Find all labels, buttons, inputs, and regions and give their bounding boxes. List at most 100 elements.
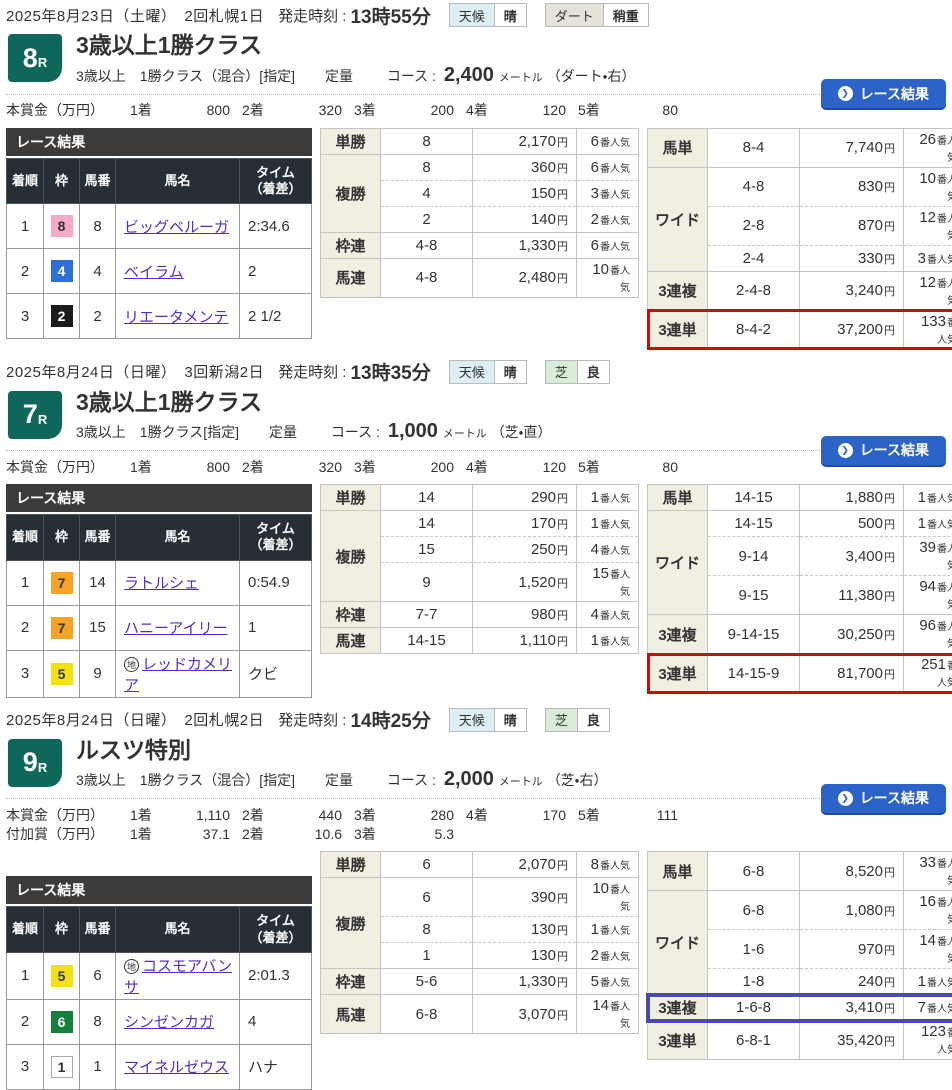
popularity-value: 96 — [919, 617, 936, 634]
payout-type: 単勝 — [321, 485, 381, 511]
frame-cell: 8 — [44, 204, 80, 249]
rank-cell: 2 — [7, 249, 44, 294]
payout-popularity: 6番人気 — [577, 232, 639, 258]
weight-rule: 定量 — [325, 772, 353, 788]
horse-name-link[interactable]: リエータメンテ — [124, 309, 229, 326]
race-number: 8 — [23, 45, 38, 72]
course-detail: （芝・直） — [491, 424, 552, 440]
popularity-value: 5 — [591, 973, 599, 990]
popularity-suffix: 番人気 — [600, 190, 630, 201]
popularity-suffix: 番人気 — [600, 242, 630, 253]
yen-suffix: 円 — [884, 182, 895, 194]
prize-value: 5.3 — [396, 826, 454, 842]
popularity-value: 1 — [918, 489, 926, 506]
horse-name-link[interactable]: ビッグベルーガ — [124, 219, 229, 236]
race-result-button[interactable]: ❯ レース結果 — [821, 436, 946, 467]
payout-amount-value: 240 — [858, 973, 883, 990]
weather-value: 晴 — [495, 709, 526, 731]
payout-popularity: 10番人気 — [904, 167, 952, 206]
horse-name-link[interactable]: ラトルシェ — [124, 575, 199, 592]
horse-name-link[interactable]: ハニーアイリー — [124, 620, 228, 637]
prize-label: 本賞金（万円） — [6, 805, 118, 825]
yen-suffix: 円 — [557, 215, 568, 227]
frame-cell: 6 — [44, 999, 80, 1044]
course-detail: （芝・右） — [547, 772, 608, 788]
payout-popularity: 33番人気 — [904, 852, 952, 891]
prize-value: 320 — [284, 459, 342, 475]
course-distance: 1,000 — [388, 420, 438, 442]
prize-place: 3着 — [354, 824, 396, 844]
prize-value: 1,110 — [172, 807, 230, 823]
yen-suffix: 円 — [884, 977, 895, 989]
prize-value: 800 — [172, 459, 230, 475]
popularity-suffix: 番人気 — [927, 494, 952, 505]
surface-condition: 良 — [578, 709, 609, 731]
col-time-label-2: （着差） — [249, 930, 301, 945]
race-head: 8 R 3歳以上1勝クラス 3歳以上 1勝クラス（混合）[指定] 定量 コース … — [6, 32, 948, 87]
frame-cell: 4 — [44, 249, 80, 294]
popularity-suffix: 番人気 — [937, 583, 952, 611]
race-date: 2025年8月24日（日曜） 2回札幌2日 — [6, 709, 264, 730]
payout-amount: 130円 — [473, 943, 577, 969]
frame-number: 7 — [51, 617, 73, 639]
yen-suffix: 円 — [884, 867, 895, 879]
payout-popularity: 1番人気 — [577, 511, 639, 537]
payout-type: ワイド — [648, 891, 708, 995]
popularity-suffix: 番人気 — [927, 978, 952, 989]
popularity-suffix: 番人気 — [600, 611, 630, 622]
horse-name-link[interactable]: コスモアバンサ — [124, 958, 232, 996]
payout-amount: 3,070円 — [473, 995, 577, 1034]
race-result-button[interactable]: ❯ レース結果 — [821, 79, 946, 110]
weather-label: 天候 — [450, 361, 495, 383]
time-cell: クビ — [240, 650, 312, 697]
popularity-value: 12 — [919, 209, 936, 226]
payout-amount-value: 980 — [531, 606, 556, 623]
race-date-row: 2025年8月23日（土曜） 2回札幌1日 発走時刻 : 13時55分 天候 晴… — [6, 2, 948, 28]
payout-popularity: 12番人気 — [904, 206, 952, 245]
prize-place: 5着 — [578, 457, 620, 477]
race-number: 9 — [23, 749, 38, 776]
col-rank: 着順 — [7, 158, 44, 204]
popularity-suffix: 番人気 — [937, 622, 952, 650]
frame-cell: 1 — [44, 1044, 80, 1089]
popularity-suffix: 番人気 — [937, 214, 952, 242]
race-result-button[interactable]: ❯ レース結果 — [821, 784, 946, 815]
payout-amount: 3,240円 — [800, 271, 904, 310]
popularity-value: 251 — [921, 656, 946, 673]
popularity-value: 3 — [918, 250, 926, 267]
horse-name-link[interactable]: マイネルゼウス — [124, 1059, 229, 1076]
payout-combination: 8-4-2 — [708, 310, 800, 349]
race-number-suffix: R — [38, 760, 47, 775]
payout-type: 馬単 — [648, 485, 708, 511]
popularity-value: 10 — [592, 261, 609, 278]
horse-name-link[interactable]: ベイラム — [124, 264, 184, 281]
race-results-page: 2025年8月23日（土曜） 2回札幌1日 発走時刻 : 13時55分 天候 晴… — [6, 2, 948, 1090]
payout-amount: 290円 — [473, 485, 577, 511]
horse-name-link[interactable]: シンゼンカガ — [124, 1014, 214, 1031]
popularity-value: 1 — [591, 632, 599, 649]
popularity-suffix: 番人気 — [927, 520, 952, 531]
payout-combination: 9 — [381, 563, 473, 602]
local-horse-icon: 地 — [124, 959, 139, 974]
payout-popularity: 6番人気 — [577, 154, 639, 180]
payout-amount: 980円 — [473, 602, 577, 628]
horse-name-link[interactable]: レッドカメリア — [124, 656, 232, 694]
yen-suffix: 円 — [884, 630, 895, 642]
col-rank: 着順 — [7, 907, 44, 953]
payout-amount: 2,070円 — [473, 852, 577, 878]
payout-combination: 1-8 — [708, 969, 800, 995]
payout-type: 枠連 — [321, 602, 381, 628]
